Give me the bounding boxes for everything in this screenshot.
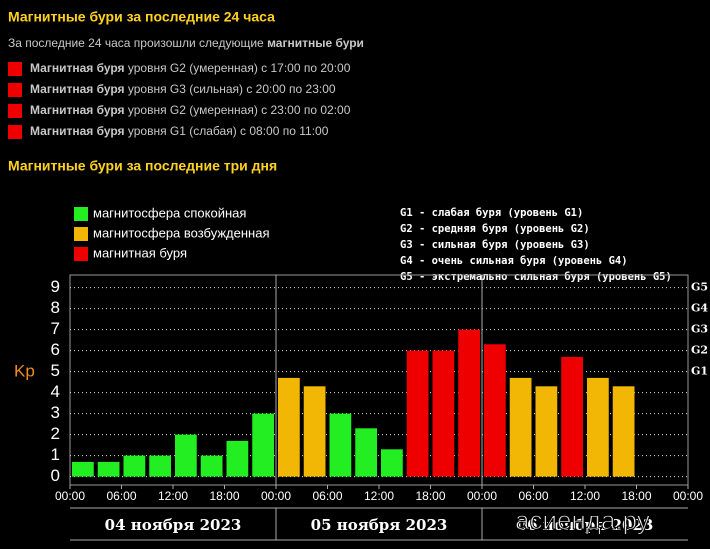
x-tick-label: 00:00 — [673, 489, 703, 503]
storm-bold: Магнитная буря — [30, 61, 125, 75]
y-tick-label: 4 — [51, 382, 60, 401]
bar — [278, 377, 300, 477]
storm-icon — [8, 62, 22, 76]
bar — [200, 455, 223, 477]
x-tick-label: 18:00 — [209, 489, 239, 503]
storm-bold: Магнитная буря — [30, 124, 125, 138]
storm-level-label: G5 — [691, 281, 708, 294]
bar — [612, 386, 635, 477]
bar — [406, 350, 429, 477]
bar — [381, 449, 403, 477]
level-note: G3 - сильная буря (уровень G3) — [400, 239, 590, 251]
bar — [561, 356, 583, 477]
day-label: 04 ноября 2023 — [105, 516, 242, 534]
storm-text: уровня G2 (умеренная) с 17:00 по 20:00 — [128, 61, 351, 75]
storm-icon — [8, 104, 22, 118]
x-tick-label: 06:00 — [312, 489, 342, 503]
storm-text: уровня G3 (сильная) с 20:00 по 23:00 — [128, 82, 336, 96]
bar — [432, 350, 455, 477]
y-tick-label: 6 — [51, 340, 60, 359]
bar — [123, 455, 146, 477]
bar — [458, 329, 480, 477]
storm-item: Магнитная буря уровня G3 (сильная) с 20:… — [30, 82, 336, 96]
intro-bold: магнитные бури — [267, 36, 364, 50]
storm-text: уровня G1 (слабая) с 08:00 по 11:00 — [128, 124, 329, 138]
y-tick-label: 3 — [51, 403, 60, 422]
watermark: асиенда.ру — [515, 505, 650, 535]
x-tick-label: 00:00 — [467, 489, 497, 503]
bar — [252, 413, 274, 477]
storm-item: Магнитная буря уровня G1 (слабая) с 08:0… — [30, 124, 329, 138]
bar — [303, 386, 326, 477]
y-axis-label: Kp — [14, 361, 35, 380]
bar — [97, 461, 120, 477]
bar — [149, 455, 171, 477]
level-note: G1 - слабая буря (уровень G1) — [400, 207, 583, 219]
y-tick-label: 8 — [51, 298, 60, 317]
y-tick-label: 5 — [51, 361, 60, 380]
legend-label: магнитосфера возбужденная — [93, 225, 270, 240]
y-tick-label: 0 — [51, 466, 60, 485]
intro-text: За последние 24 часа произошли следующие — [8, 36, 264, 50]
x-tick-label: 00:00 — [261, 489, 291, 503]
day-label: 05 ноября 2023 — [311, 516, 448, 534]
storm-item: Магнитная буря уровня G2 (умеренная) с 2… — [30, 103, 351, 117]
storm-icon — [8, 125, 22, 139]
legend-swatch — [74, 247, 88, 261]
x-tick-label: 12:00 — [364, 489, 394, 503]
bar — [226, 440, 249, 477]
y-tick-label: 7 — [51, 319, 60, 338]
x-tick-label: 06:00 — [106, 489, 136, 503]
storm-level-label: G2 — [691, 344, 708, 357]
storm-level-label: G4 — [691, 302, 708, 315]
level-note: G2 - средняя буря (уровень G2) — [400, 223, 590, 235]
storm-bold: Магнитная буря — [30, 103, 125, 117]
bar — [329, 413, 352, 477]
level-note: G4 - очень сильная буря (уровень G4) — [400, 255, 628, 267]
y-tick-label: 1 — [51, 445, 60, 464]
section-title: Магнитные бури за последние три дня — [8, 158, 277, 174]
legend-swatch — [74, 207, 88, 221]
day-label: 06 ноября 2023 — [517, 516, 654, 534]
bar — [355, 428, 377, 477]
bar — [509, 377, 532, 477]
x-tick-label: 06:00 — [518, 489, 548, 503]
bar — [484, 344, 506, 477]
x-tick-label: 12:00 — [570, 489, 600, 503]
storm-level-label: G3 — [691, 323, 708, 336]
storm-bold: Магнитная буря — [30, 82, 125, 96]
storm-icon — [8, 83, 22, 97]
legend-label: магнитная буря — [93, 245, 187, 260]
y-tick-label: 2 — [51, 424, 60, 443]
bar — [72, 461, 94, 477]
x-tick-label: 18:00 — [621, 489, 651, 503]
level-note: G5 - экстремально сильная буря (уровень … — [400, 271, 672, 283]
title: Магнитные бури за последние 24 часа — [8, 9, 275, 25]
storm-item: Магнитная буря уровня G2 (умеренная) с 1… — [30, 61, 351, 75]
x-tick-label: 00:00 — [55, 489, 85, 503]
bar — [175, 434, 197, 477]
bar — [535, 386, 558, 477]
legend-swatch — [74, 227, 88, 241]
storm-text: уровня G2 (умеренная) с 23:00 по 02:00 — [128, 103, 351, 117]
legend-label: магнитосфера спокойная — [93, 205, 246, 220]
x-tick-label: 18:00 — [415, 489, 445, 503]
bar — [587, 377, 609, 477]
x-tick-label: 12:00 — [158, 489, 188, 503]
storm-level-label: G1 — [691, 365, 708, 378]
intro: За последние 24 часа произошли следующие… — [8, 36, 364, 50]
y-tick-label: 9 — [51, 277, 60, 296]
